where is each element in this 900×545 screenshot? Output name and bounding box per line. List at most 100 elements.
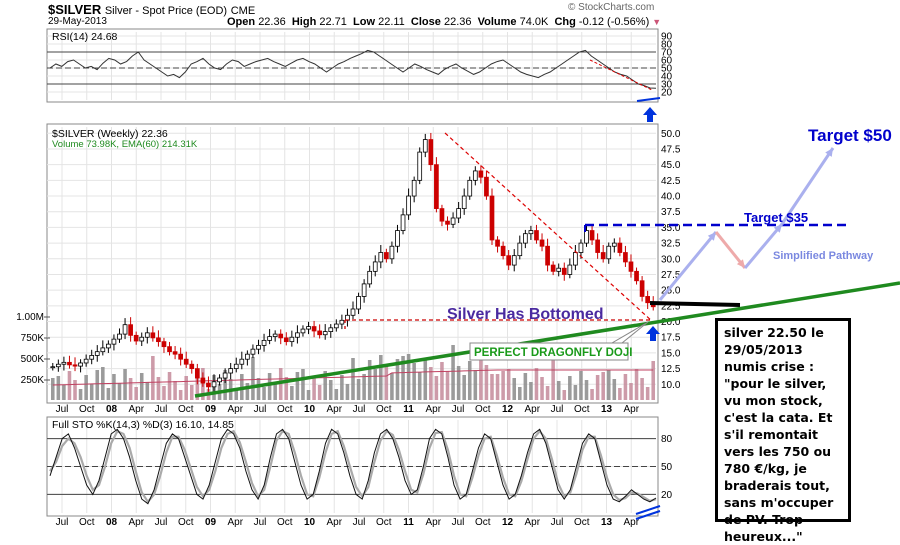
volume-bar	[123, 369, 127, 400]
sto-x-tick: 13	[601, 517, 613, 528]
volume-bar	[390, 373, 394, 400]
candle-body	[517, 242, 523, 257]
candle-body	[139, 336, 145, 342]
volume-bar	[601, 372, 605, 400]
pathway-arrow-up-2	[743, 223, 784, 269]
volume-bar	[256, 378, 261, 400]
price-x-tick: Oct	[79, 404, 95, 415]
rsi-support-mark	[636, 97, 661, 102]
doji-callout-pointer	[610, 321, 649, 344]
candle-body	[189, 363, 195, 370]
volume-bar	[595, 375, 600, 400]
sto-title: Full STO %K(14,3) %D(3) 16.10, 14.85	[52, 419, 234, 431]
candle-body	[300, 328, 306, 334]
volume-bar	[134, 387, 138, 400]
volume-bar	[529, 382, 533, 400]
candle-body	[400, 214, 406, 231]
candle-body	[584, 230, 589, 244]
candle-body	[106, 343, 111, 349]
candle-body	[495, 239, 500, 247]
volume-bar	[395, 359, 400, 400]
candle-body	[595, 239, 600, 253]
volume-bar	[112, 374, 116, 400]
volume-bar	[490, 374, 494, 400]
sto-x-tick: Jul	[452, 517, 465, 528]
volume-bar	[312, 376, 316, 400]
sto-x-tick: 11	[403, 517, 414, 528]
volume-bar	[429, 367, 433, 400]
volume-bar	[417, 372, 422, 400]
volume-bar	[195, 371, 200, 400]
rsi-panel	[46, 28, 659, 103]
sto-x-tick: 12	[502, 517, 514, 528]
annotation-doji: PERFECT DRAGONFLY DOJI	[474, 347, 632, 359]
candle-body	[600, 252, 606, 260]
price-y-tick: 27.5	[661, 270, 681, 281]
volume-bar	[306, 390, 311, 400]
volume-bar	[167, 372, 172, 400]
volume-bar	[618, 388, 622, 400]
volume-ema-line	[52, 369, 654, 386]
candle-body	[61, 361, 67, 365]
volume-bar	[245, 383, 250, 400]
rsi-y-tick: 70	[661, 48, 673, 59]
price-y-tick: 47.5	[661, 144, 681, 155]
candle-body	[233, 363, 239, 370]
candle-body	[317, 330, 322, 336]
volume-bar	[273, 382, 277, 400]
candle-body	[122, 324, 128, 335]
sto-x-tick: Oct	[376, 517, 392, 528]
volume-bar	[51, 378, 55, 400]
volume-bar	[334, 389, 339, 400]
volume-bar	[645, 387, 650, 400]
volume-bar	[540, 377, 544, 400]
volume-bar	[629, 383, 633, 400]
volume-bar	[434, 376, 439, 400]
candle-body	[506, 255, 512, 266]
candle-body	[567, 264, 573, 275]
volume-bar	[234, 388, 239, 400]
candle-body	[439, 208, 445, 222]
volume-bar	[479, 356, 483, 400]
price-x-tick: Oct	[376, 404, 392, 415]
volume-bar	[412, 363, 416, 400]
sto-x-tick: Jul	[56, 517, 69, 528]
candle-body	[217, 377, 222, 383]
sto-x-tick: Oct	[79, 517, 95, 528]
current-price-marker	[649, 301, 741, 307]
candle-body	[133, 334, 139, 342]
pathway-arrow-up-3	[780, 147, 835, 225]
candle-body	[228, 368, 234, 374]
price-x-tick: Oct	[475, 404, 491, 415]
pathway-arrow-up-1-head	[707, 232, 716, 241]
price-y-tick: 25.0	[661, 286, 681, 297]
sto-d-line	[49, 429, 657, 504]
volume-bar	[351, 358, 355, 400]
candle-body	[267, 336, 272, 341]
volume-bar	[317, 385, 322, 400]
volume-bar	[406, 354, 411, 400]
candle-body	[472, 170, 478, 181]
candle-body	[167, 346, 172, 353]
sto-x-tick: Apr	[227, 517, 243, 528]
candle-body	[89, 355, 95, 360]
price-y-tick: 12.5	[661, 364, 681, 375]
candle-body	[356, 296, 361, 310]
volume-bar	[345, 384, 350, 400]
volume-bar	[223, 370, 227, 400]
volume-bar	[184, 376, 188, 400]
volume-y-tick: 500K	[21, 354, 45, 365]
stock-chart: Jul Oct 08 Apr Jul Oct 09 Apr Jul Oct 10 Apr Jul Oct 1…	[16, 28, 900, 528]
candle-body	[623, 252, 628, 263]
volume-bar	[640, 378, 644, 400]
volume-bar	[362, 374, 366, 400]
candle-body	[556, 267, 562, 272]
price-x-tick: Jul	[155, 404, 168, 415]
volume-bar	[545, 386, 550, 400]
candle-body	[484, 176, 489, 197]
volume-bar	[301, 369, 305, 400]
volume-bar	[290, 386, 294, 400]
candle-body	[172, 351, 178, 355]
sto-y-tick: 50	[661, 462, 673, 473]
sto-x-tick: Oct	[475, 517, 491, 528]
